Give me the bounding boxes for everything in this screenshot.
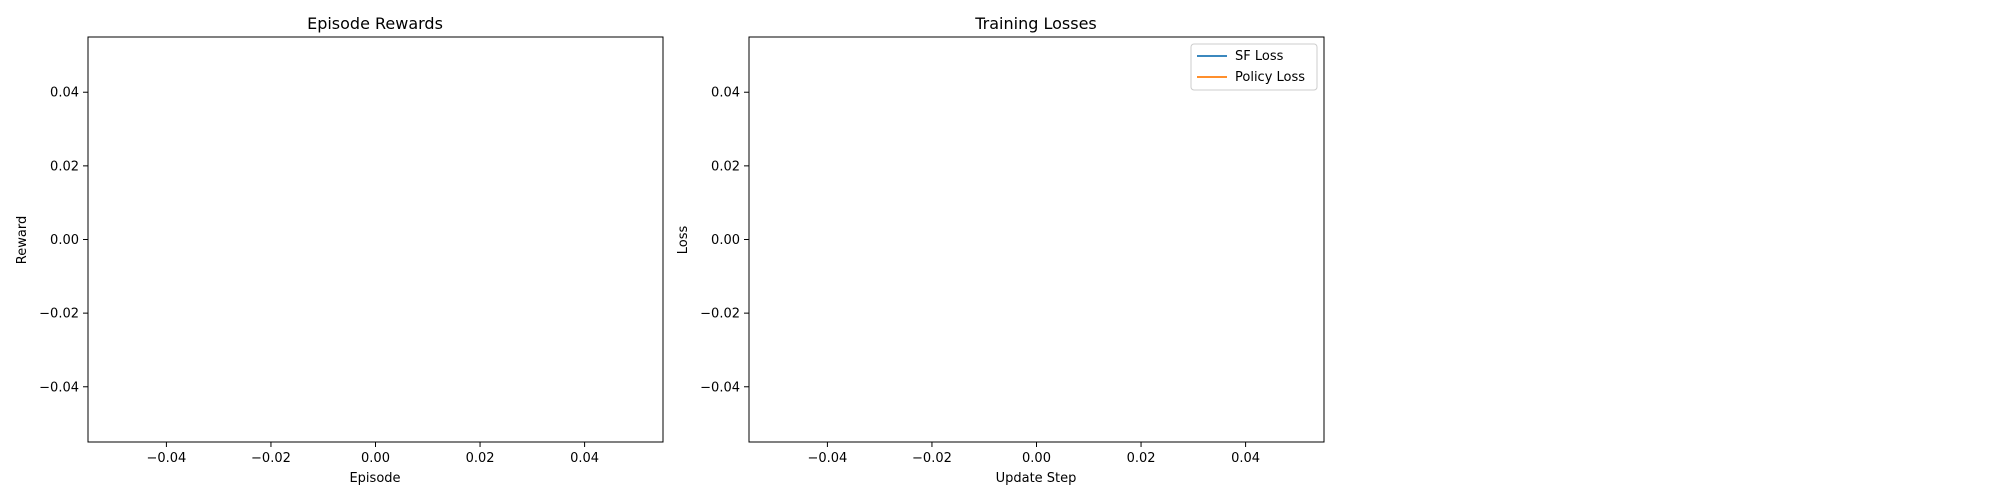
x-tick-label: 0.00 [361, 451, 390, 466]
x-tick-label: 0.04 [1231, 451, 1260, 466]
y-axis-label: Reward [15, 216, 30, 264]
x-tick-label: 0.04 [570, 451, 599, 466]
x-tick-label: 0.02 [466, 451, 495, 466]
y-axis-ticks: −0.04 −0.02 0.00 0.02 0.04 [39, 86, 88, 395]
y-axis-label: Loss [676, 226, 691, 255]
y-tick-label: 0.04 [711, 86, 740, 101]
chart-episode-rewards: Episode Rewards −0.04 −0.02 0.00 0.02 0.04 −… [15, 14, 664, 486]
chart-training-losses: Training Losses −0.04 −0.02 0.00 0.02 0.04 −… [676, 14, 1325, 486]
x-tick-label: −0.04 [146, 451, 186, 466]
x-axis-ticks: −0.04 −0.02 0.00 0.02 0.04 [146, 442, 599, 466]
legend-label-policy-loss: Policy Loss [1235, 70, 1305, 85]
chart-title: Training Losses [974, 14, 1097, 33]
chart-title: Episode Rewards [307, 14, 443, 33]
y-tick-label: −0.02 [39, 307, 79, 322]
x-tick-label: −0.02 [251, 451, 291, 466]
x-tick-label: 0.00 [1022, 451, 1051, 466]
x-axis-ticks: −0.04 −0.02 0.00 0.02 0.04 [807, 442, 1260, 466]
x-tick-label: −0.04 [807, 451, 847, 466]
y-tick-label: −0.04 [39, 380, 79, 395]
y-tick-label: −0.04 [700, 380, 740, 395]
legend: SF Loss Policy Loss [1190, 43, 1318, 91]
x-tick-label: 0.02 [1127, 451, 1156, 466]
legend-label-sf-loss: SF Loss [1235, 49, 1284, 64]
y-tick-label: 0.00 [50, 233, 79, 248]
x-axis-label: Update Step [996, 471, 1077, 486]
y-tick-label: 0.02 [50, 159, 79, 174]
y-axis-ticks: −0.04 −0.02 0.00 0.02 0.04 [700, 86, 749, 395]
y-tick-label: −0.02 [700, 307, 740, 322]
y-tick-label: 0.02 [711, 159, 740, 174]
x-axis-label: Episode [349, 471, 400, 486]
y-tick-label: 0.00 [711, 233, 740, 248]
y-tick-label: 0.04 [50, 86, 79, 101]
x-tick-label: −0.02 [912, 451, 952, 466]
